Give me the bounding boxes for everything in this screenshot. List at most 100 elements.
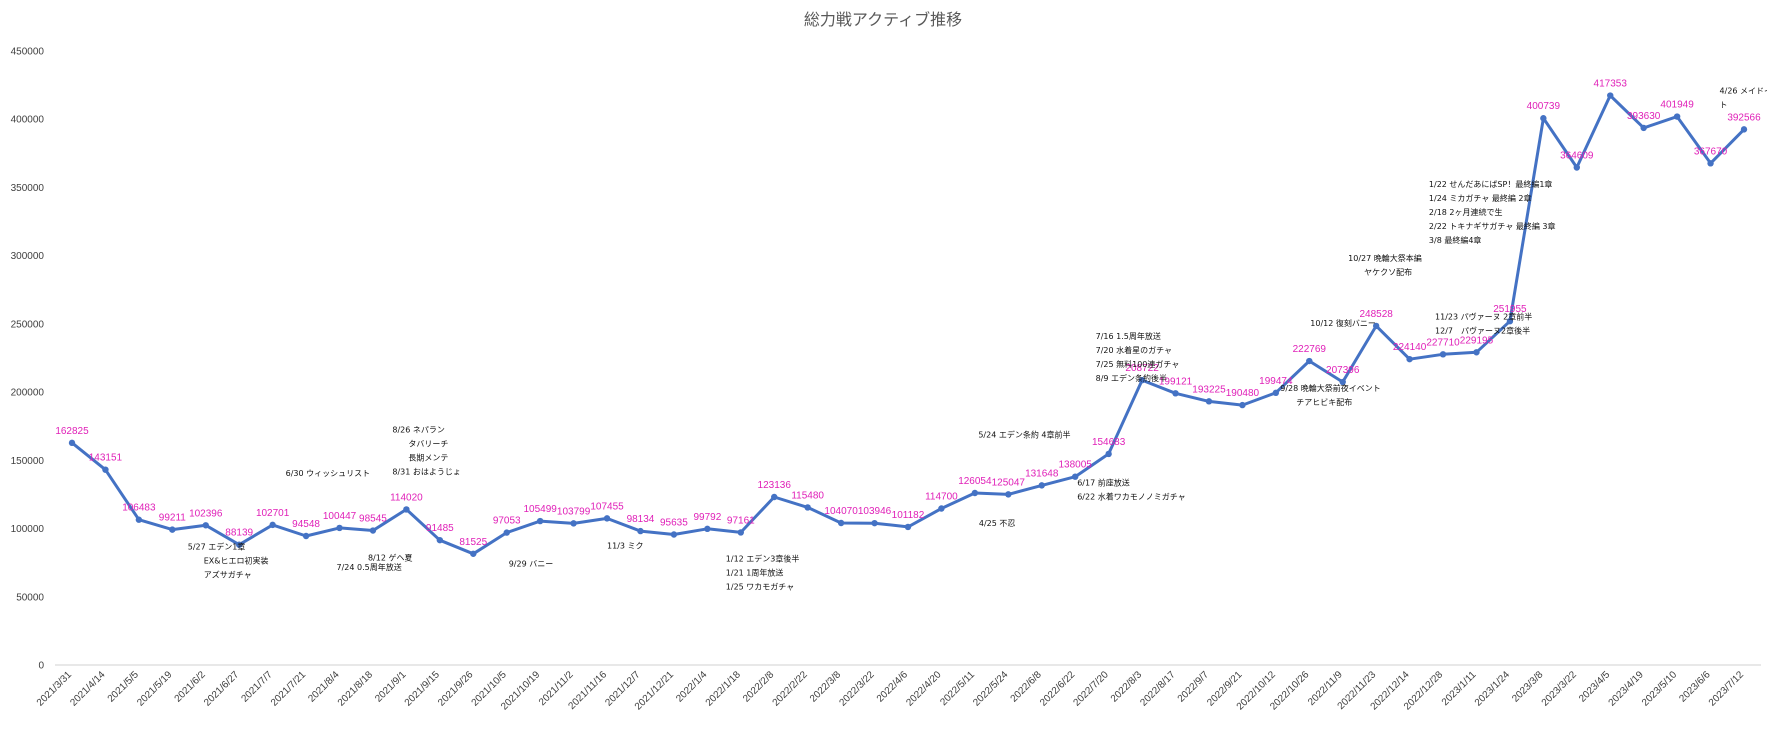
x-tick-label: 2023/1/24 bbox=[1473, 669, 1513, 709]
data-point bbox=[1506, 318, 1514, 325]
data-label: 98134 bbox=[627, 514, 655, 525]
data-label: 193225 bbox=[1192, 384, 1226, 395]
annotation-line: 8/26 ネパラン bbox=[392, 425, 445, 434]
annotation: 4/26 メイドイベント bbox=[1720, 86, 1767, 109]
data-point bbox=[1439, 351, 1447, 358]
data-label: 392566 bbox=[1727, 112, 1761, 123]
data-point bbox=[1473, 349, 1480, 356]
y-tick-label: 400000 bbox=[11, 115, 45, 126]
data-point bbox=[1740, 126, 1748, 133]
y-axis-ticks: 0 50000 100000 150000 200000 250000 300000 3500… bbox=[11, 47, 45, 672]
annotation-line: 11/23 パヴァーヌ 2章前半 bbox=[1435, 311, 1532, 321]
data-label: 154683 bbox=[1092, 437, 1126, 448]
annotation-line: ヤケクソ配布 bbox=[1364, 267, 1412, 277]
data-label: 95635 bbox=[660, 518, 688, 529]
data-point bbox=[169, 526, 176, 533]
data-label: 229195 bbox=[1460, 335, 1494, 346]
data-point bbox=[369, 527, 377, 534]
data-label: 208722 bbox=[1125, 363, 1159, 374]
data-label: 125047 bbox=[992, 477, 1026, 488]
data-point bbox=[1540, 115, 1547, 122]
x-tick-label: 2023/4/19 bbox=[1607, 669, 1647, 709]
data-point bbox=[1005, 491, 1012, 498]
data-label: 99792 bbox=[693, 512, 721, 523]
x-tick-label: 2022/1/18 bbox=[704, 669, 744, 709]
x-axis-ticks: 2021/3/312021/4/142021/5/52021/5/192021/… bbox=[35, 669, 1747, 712]
data-point bbox=[1339, 378, 1346, 386]
data-label: 91485 bbox=[426, 523, 454, 534]
annotation: 7/16 1.5周年放送 7/20 水着星のガチャ 7/25 無料100連ガチャ 8/… bbox=[1096, 331, 1180, 383]
data-label: 114700 bbox=[925, 491, 958, 502]
x-tick-label: 2021/8/18 bbox=[336, 669, 376, 709]
annotation-line: 1/24 ミカガチャ 最終編 2章 bbox=[1429, 193, 1532, 203]
x-tick-label: 2021/5/19 bbox=[135, 669, 175, 709]
data-label: 162825 bbox=[55, 426, 89, 437]
data-point bbox=[1205, 398, 1213, 405]
annotation: 10/12 復刻バニー bbox=[1310, 318, 1376, 328]
annotation-line: 7/25 無料100連ガチャ bbox=[1096, 359, 1180, 369]
y-tick-label: 150000 bbox=[11, 456, 45, 467]
y-tick-label: 200000 bbox=[11, 388, 45, 399]
data-label: 131648 bbox=[1025, 468, 1059, 479]
annotation-line: チアヒビキ配布 bbox=[1296, 397, 1352, 407]
x-tick-label: 2021/3/31 bbox=[35, 669, 75, 709]
data-point bbox=[536, 517, 544, 525]
data-point bbox=[68, 439, 76, 447]
data-label: 248528 bbox=[1359, 309, 1393, 320]
x-tick-label: 2022/3/22 bbox=[837, 669, 877, 709]
annotation-line: 12/7 パヴァーヌ2章後半 bbox=[1435, 325, 1530, 335]
data-point bbox=[403, 506, 410, 513]
data-label: 393630 bbox=[1627, 111, 1661, 122]
data-point bbox=[470, 550, 477, 557]
chart-title: 総力戦アクティブ推移 bbox=[804, 10, 962, 29]
data-point bbox=[1707, 160, 1714, 167]
data-point bbox=[1406, 355, 1413, 363]
data-label: 99211 bbox=[159, 513, 187, 524]
annotation: 11/3 ミク bbox=[607, 541, 644, 550]
data-label: 105499 bbox=[523, 504, 557, 515]
data-point bbox=[1239, 401, 1246, 409]
x-tick-label: 2021/6/27 bbox=[202, 669, 242, 709]
annotation-line: 6/17 前座放送 bbox=[1077, 478, 1130, 488]
annotation: 9/29 バニー bbox=[509, 560, 554, 569]
annotation-line: 11/3 ミク bbox=[607, 541, 644, 550]
data-label: 115480 bbox=[791, 490, 824, 501]
data-point bbox=[236, 541, 243, 548]
data-point bbox=[1372, 322, 1380, 330]
x-tick-label: 2023/5/10 bbox=[1640, 669, 1680, 709]
x-tick-label: 2022/7/20 bbox=[1072, 669, 1112, 709]
data-point bbox=[1072, 473, 1079, 480]
data-label: 126054 bbox=[958, 476, 992, 487]
data-label: 207396 bbox=[1326, 365, 1360, 376]
data-label: 364609 bbox=[1560, 151, 1594, 162]
annotation-line: 7/24 0.5周年放送 bbox=[337, 562, 402, 572]
annotation-line: 10/12 復刻バニー bbox=[1310, 318, 1376, 328]
annotation-line: 8/12 ゲヘ夏 bbox=[368, 553, 413, 563]
y-tick-label: 50000 bbox=[16, 592, 44, 603]
annotation-line: アズサガチャ bbox=[204, 569, 252, 579]
data-label: 107455 bbox=[590, 501, 624, 512]
annotation: 5/24 エデン条約 4章前半 bbox=[978, 429, 1070, 439]
y-tick-label: 350000 bbox=[11, 183, 45, 194]
data-label: 102701 bbox=[256, 508, 290, 519]
data-label: 143151 bbox=[89, 453, 123, 464]
annotation-line: EX&ヒエロ初実装 bbox=[204, 555, 269, 565]
data-label: 367670 bbox=[1694, 146, 1728, 157]
data-label: 100447 bbox=[323, 511, 357, 522]
data-point bbox=[1306, 357, 1313, 365]
data-label: 104070 bbox=[824, 506, 858, 517]
x-tick-label: 2022/2/22 bbox=[771, 669, 811, 709]
annotation-line: ト bbox=[1720, 100, 1728, 109]
data-label: 227710 bbox=[1426, 337, 1460, 348]
x-tick-label: 2021/9/15 bbox=[403, 669, 443, 709]
annotation-line: 1/12 エデン3章後半 bbox=[726, 553, 800, 563]
annotation-line: 1/25 ワカモガチャ bbox=[726, 581, 794, 591]
data-point bbox=[603, 515, 611, 522]
y-tick-label: 100000 bbox=[11, 524, 45, 535]
data-point bbox=[336, 524, 343, 532]
y-tick-label: 0 bbox=[38, 661, 44, 672]
